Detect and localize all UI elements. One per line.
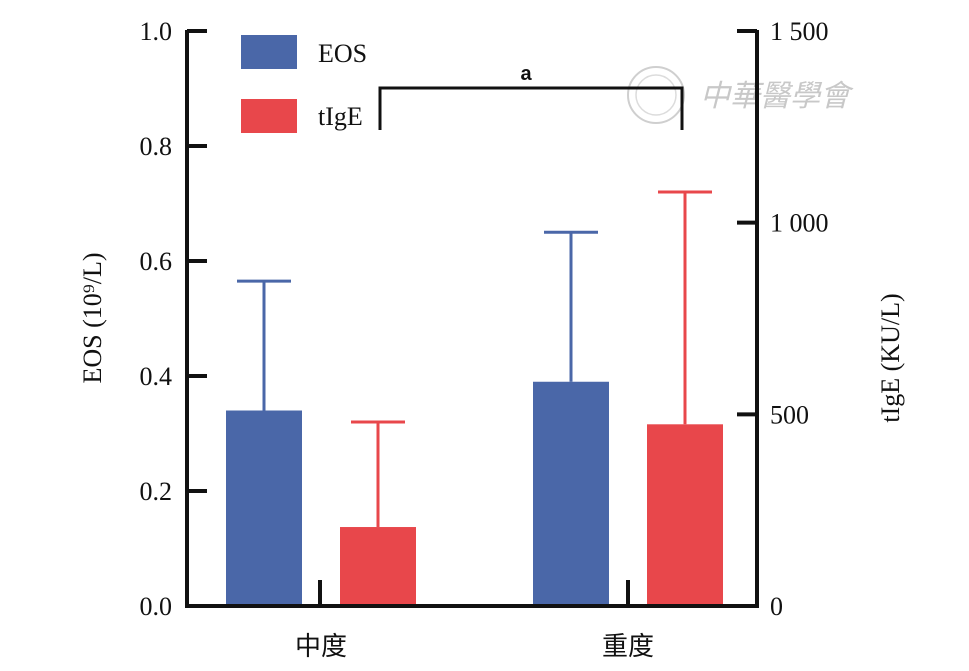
bar-eos [533, 381, 609, 604]
watermark-seal-inner [635, 74, 677, 116]
right-tick-label: 1 500 [770, 17, 829, 46]
legend-swatch-eos [241, 35, 297, 69]
category-label-1: 中度 [295, 632, 347, 662]
significance-bracket-line [378, 86, 684, 130]
bar-tige [340, 527, 416, 604]
right-tick-label: 1 000 [770, 209, 829, 238]
left-axis-ticks: 0.0 0.2 0.4 0.6 0.8 1.0 [140, 17, 207, 621]
right-axis-title: tIgE (KU/L) [876, 293, 905, 422]
left-tick-label: 1.0 [140, 17, 173, 46]
right-axis-ticks: 0 500 1 000 1 500 [737, 17, 829, 621]
right-tick-label: 500 [770, 400, 809, 429]
left-axis-title: EOS (10⁹/L) [78, 252, 107, 383]
watermark-seal-icon [627, 66, 685, 124]
legend-label-tige: tIgE [318, 102, 363, 131]
bar-eos [226, 410, 302, 604]
bar-tige [647, 424, 723, 604]
left-tick-label: 0.6 [140, 247, 173, 276]
legend: EOS tIgE [241, 35, 367, 133]
watermark-text: 中華醫學會 [700, 79, 854, 114]
left-tick-label: 0.4 [140, 362, 173, 391]
left-tick-label: 0.0 [140, 592, 173, 621]
bars [226, 190, 723, 604]
significance-bracket: a [378, 63, 684, 130]
legend-swatch-tige [241, 99, 297, 133]
left-tick-label: 0.8 [140, 132, 173, 161]
category-label-2: 重度 [602, 632, 654, 662]
significance-label: a [520, 63, 532, 85]
legend-label-eos: EOS [318, 39, 367, 68]
watermark: 中華醫學會 [627, 66, 854, 124]
right-tick-label: 0 [770, 592, 783, 621]
left-tick-label: 0.2 [140, 477, 173, 506]
